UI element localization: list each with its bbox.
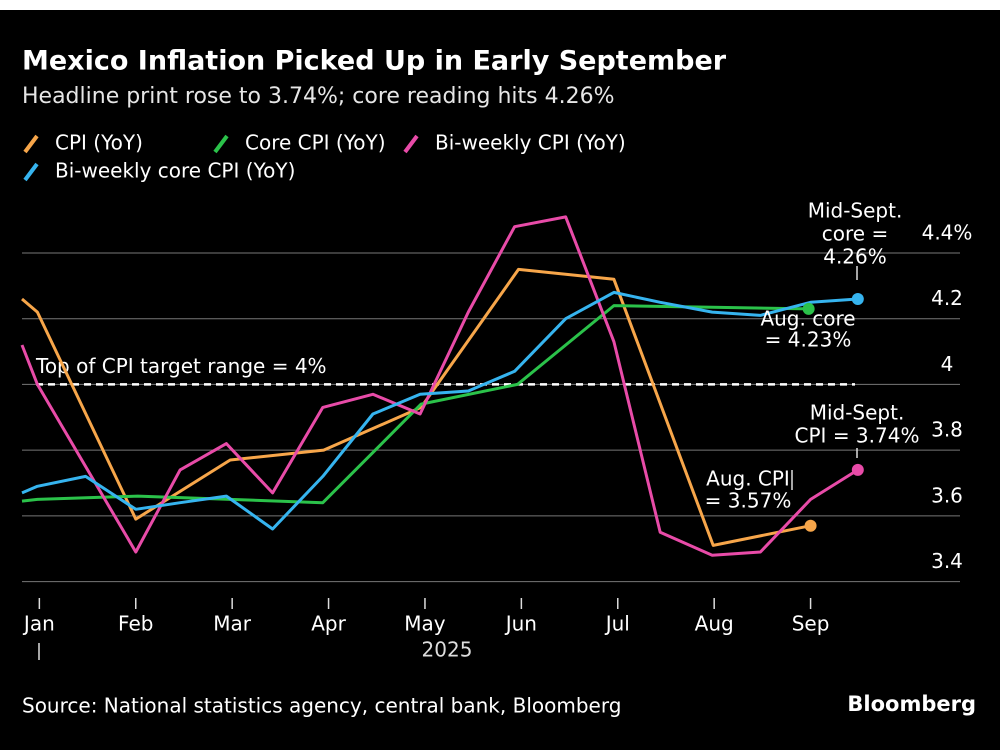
chart-title: Mexico Inflation Picked Up in Early Sept… xyxy=(22,46,727,77)
chart-subtitle: Headline print rose to 3.74%; core readi… xyxy=(22,84,615,109)
annotation: CPI = 3.74% xyxy=(795,424,920,448)
annotation: = 3.57% xyxy=(705,489,792,513)
y-tick-label: 3.8 xyxy=(931,418,963,442)
top-border xyxy=(0,0,1000,10)
annotation: Mid-Sept. xyxy=(808,199,903,223)
end-dot xyxy=(851,463,864,476)
reference-label: Top of CPI target range = 4% xyxy=(35,354,327,378)
annotation: = 4.23% xyxy=(765,328,852,352)
x-tick-label: Jan xyxy=(22,612,55,636)
legend-label: Bi-weekly CPI (YoY) xyxy=(435,131,626,155)
end-dot xyxy=(804,519,817,532)
annotation: 4.26% xyxy=(823,245,887,269)
y-tick-label: 3.6 xyxy=(931,483,963,507)
legend-label: Core CPI (YoY) xyxy=(245,131,386,155)
y-tick-label: 4 xyxy=(941,352,954,376)
x-tick-label: Jul xyxy=(604,612,630,636)
source: Source: National statistics agency, cent… xyxy=(22,694,621,718)
legend-label: Bi-weekly core CPI (YoY) xyxy=(55,159,295,183)
series-line xyxy=(21,290,858,531)
y-tick-label: 3.4 xyxy=(931,549,963,573)
series-line xyxy=(21,304,809,505)
x-tick-label: Mar xyxy=(213,612,252,636)
series-line xyxy=(21,267,811,547)
x-tick-label: May xyxy=(404,612,446,636)
legend-label: CPI (YoY) xyxy=(55,131,143,155)
x-tick-label: Aug xyxy=(695,612,734,636)
annotation: core = xyxy=(822,222,888,246)
annotation: Mid-Sept. xyxy=(810,401,905,425)
x-tick-label: Jun xyxy=(504,612,537,636)
brand: Bloomberg xyxy=(847,692,976,716)
legend-marker xyxy=(23,162,39,182)
annotation: Aug. core xyxy=(760,307,855,331)
end-dot xyxy=(851,293,864,305)
legend-marker xyxy=(403,134,419,154)
legend-marker xyxy=(23,134,39,154)
annotation: Aug. CPI xyxy=(706,467,790,491)
x-tick-label: Feb xyxy=(118,612,153,636)
end-dot xyxy=(802,302,815,315)
x-tick-label: Apr xyxy=(311,612,346,636)
legend-marker xyxy=(213,134,229,154)
y-tick-label: 4.4% xyxy=(922,221,973,245)
x-tick-label: Sep xyxy=(792,612,830,636)
x-axis-title: 2025 xyxy=(422,638,473,662)
series-line xyxy=(20,215,859,557)
y-tick-label: 4.2 xyxy=(931,286,963,310)
